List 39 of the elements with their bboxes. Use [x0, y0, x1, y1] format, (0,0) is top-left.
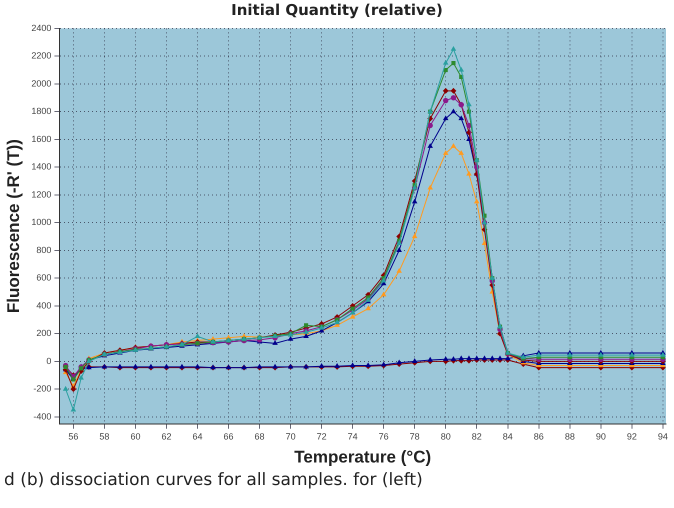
- x-tick-label: 72: [316, 432, 327, 442]
- x-tick-label: 90: [596, 432, 606, 442]
- chart-title: Initial Quantity (relative): [230, 0, 444, 20]
- y-tick-label: 1200: [31, 189, 52, 200]
- x-tick-label: 58: [99, 432, 110, 442]
- x-tick-label: 92: [626, 432, 637, 442]
- y-tick-label: 400: [36, 300, 52, 310]
- y-tick-label: 1800: [31, 106, 52, 116]
- x-axis-title: Temperature (°C): [294, 447, 432, 466]
- x-tick-label: 66: [224, 432, 234, 442]
- x-tick-label: 68: [254, 432, 265, 442]
- x-tick-label: 76: [378, 432, 389, 442]
- y-tick-label: 2200: [31, 50, 52, 61]
- text: d (b) dissociation curves for all samples. for (left): [4, 470, 424, 490]
- x-tick-label: 70: [286, 432, 296, 442]
- y-tick-label: -200: [33, 384, 52, 394]
- y-tick-label: 1400: [31, 162, 52, 172]
- y-tick-label: 0: [46, 356, 52, 366]
- x-tick-label: 94: [658, 432, 668, 442]
- y-tick-label: 800: [36, 244, 52, 255]
- y-tick-label: 200: [36, 328, 52, 338]
- x-tick-label: 56: [68, 432, 78, 442]
- y-tick-label: 2000: [31, 78, 52, 88]
- x-tick-label: 64: [192, 432, 202, 442]
- x-tick-label: 74: [348, 432, 358, 442]
- y-tick-label: 1000: [31, 217, 52, 228]
- y-tick-label: -400: [33, 411, 52, 422]
- x-tick-label: 88: [564, 432, 575, 442]
- y-tick-label: 1600: [31, 134, 52, 144]
- y-tick-label: 600: [36, 272, 52, 283]
- x-tick-label: 78: [410, 432, 420, 442]
- x-tick-label: 62: [161, 432, 172, 442]
- x-tick-label: 86: [534, 432, 544, 442]
- y-tick-label: 2400: [31, 22, 52, 33]
- x-tick-label: 60: [130, 432, 140, 442]
- x-tick-label: 82: [472, 432, 482, 442]
- x-tick-label: 84: [502, 432, 513, 442]
- x-tick-label: 80: [440, 432, 451, 442]
- y-axis-title: Fluorescence (-R' (T)): [4, 139, 23, 314]
